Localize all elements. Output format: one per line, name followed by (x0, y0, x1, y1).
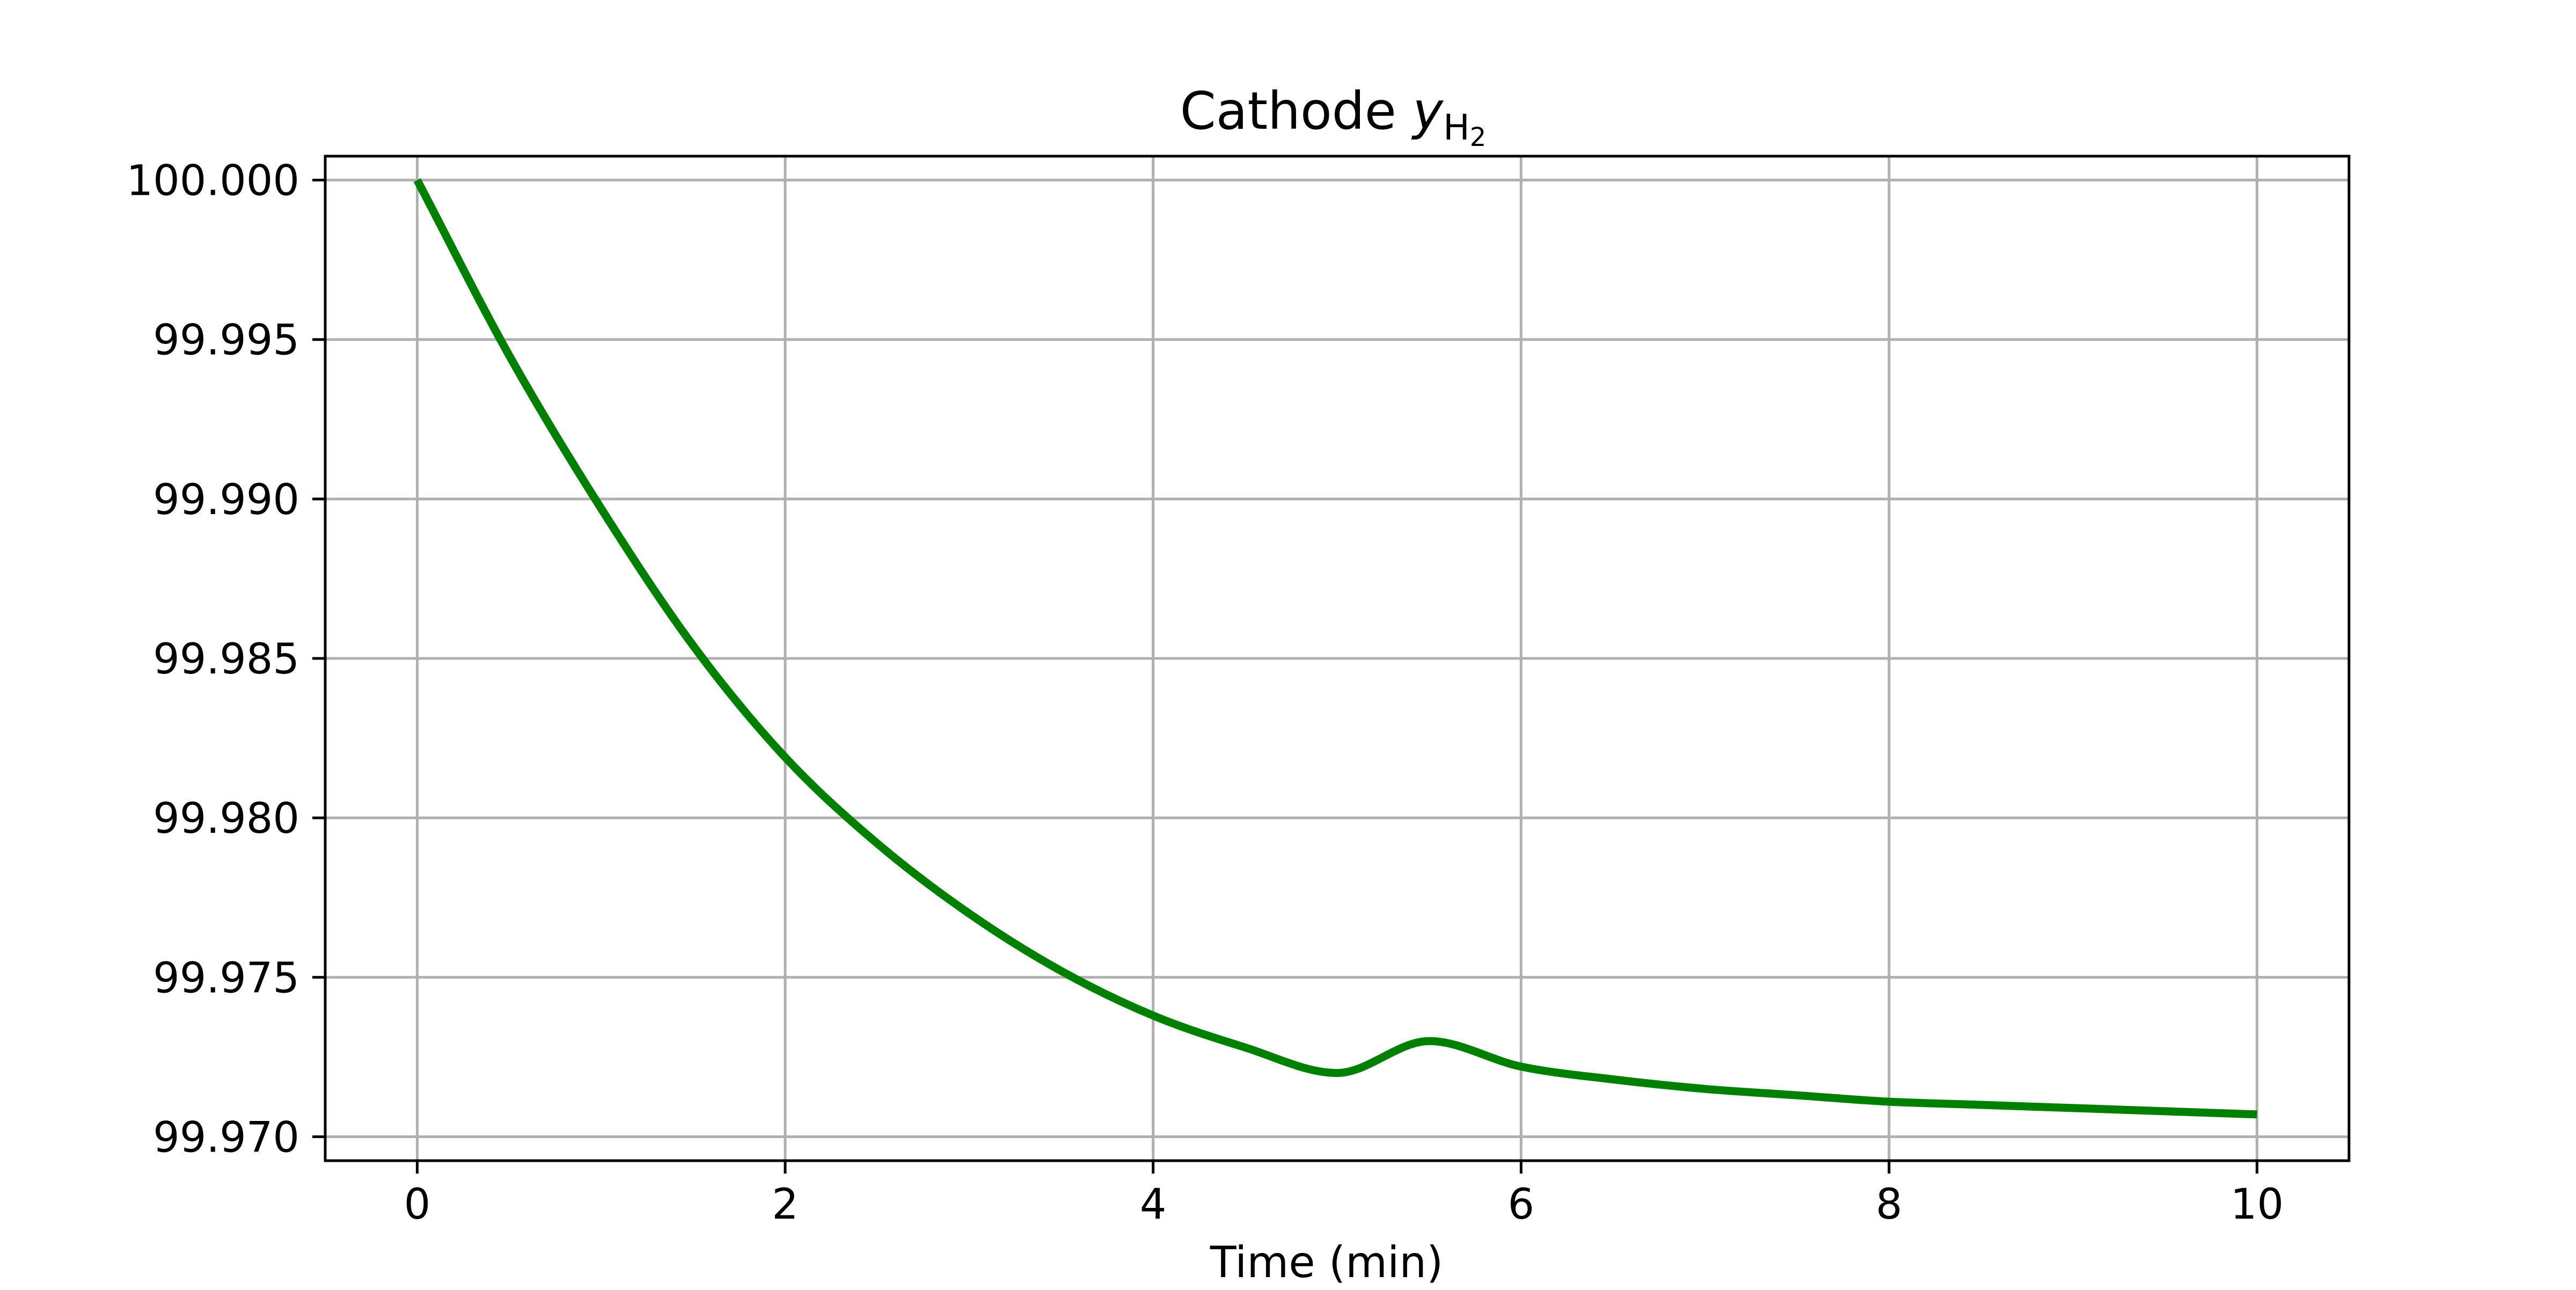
chart-title-subscript: H (1443, 107, 1470, 148)
y-tick-label: 99.970 (153, 1113, 299, 1162)
y-tick-label: 99.975 (153, 954, 299, 1002)
axis-ticks: 0 2 4 6 8 10 99.970 99.975 99.980 99.985 99.990 99.… (126, 157, 2284, 1229)
grid-lines (325, 156, 2349, 1161)
chart-title-text: Cathode (1180, 81, 1413, 141)
x-tick-label: 6 (1507, 1181, 1534, 1229)
y-tick-label: 100.000 (126, 157, 299, 206)
y-tick-label: 99.995 (153, 317, 299, 365)
y-tick-label: 99.985 (153, 635, 299, 684)
x-tick-label: 0 (404, 1181, 431, 1229)
chart-title: Cathode yH2 (1180, 81, 1487, 152)
y-tick-label: 99.990 (153, 476, 299, 524)
x-tick-label: 2 (772, 1181, 799, 1229)
x-tick-label: 8 (1876, 1181, 1902, 1229)
y-tick-label: 99.980 (153, 795, 299, 843)
chart-title-subscript-2: 2 (1470, 122, 1487, 152)
x-axis-label: Time (min) (1210, 1237, 1444, 1287)
x-tick-label: 4 (1140, 1181, 1167, 1229)
series-lines (413, 178, 2257, 1119)
x-tick-label: 10 (2230, 1181, 2284, 1229)
series-line (413, 178, 2257, 1119)
chart-title-symbol: y (1411, 81, 1444, 141)
